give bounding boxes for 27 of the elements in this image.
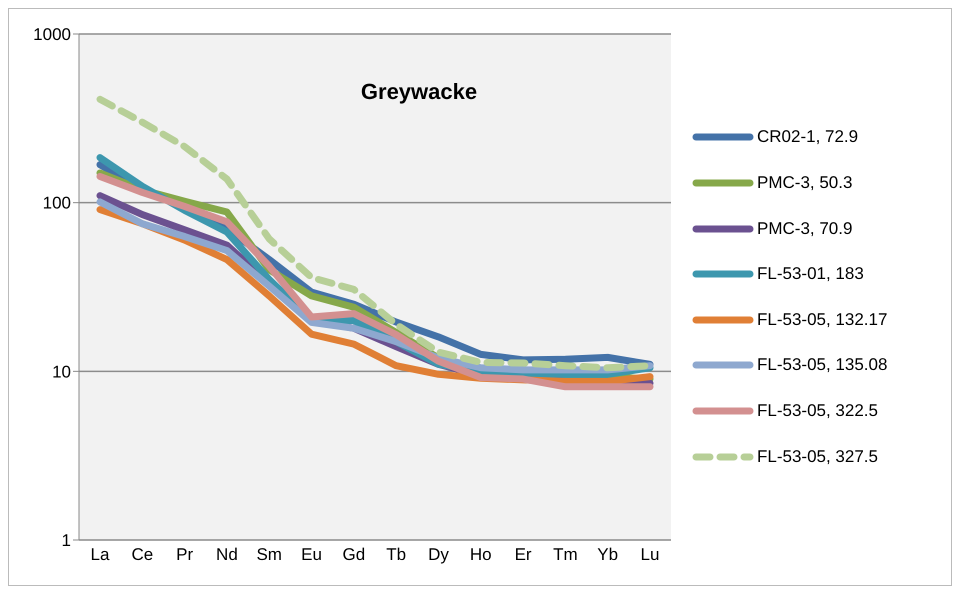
legend-label: FL-53-05, 327.5 xyxy=(757,446,878,467)
x-tick-label: Pr xyxy=(176,545,194,564)
x-tick-label: Lu xyxy=(640,545,660,564)
legend-label: FL-53-01, 183 xyxy=(757,264,864,284)
x-tick-label: Gd xyxy=(342,545,366,564)
legend-label: PMC-3, 70.9 xyxy=(757,218,852,239)
legend-label: PMC-3, 50.3 xyxy=(757,173,852,194)
y-tick-label: 10 xyxy=(52,362,71,382)
x-tick-label: Nd xyxy=(216,545,238,564)
x-tick-label: La xyxy=(90,545,110,564)
legend-label: CR02-1, 72.9 xyxy=(757,127,858,148)
x-tick-label: Eu xyxy=(301,545,322,564)
y-tick-label: 1 xyxy=(62,531,71,550)
legend-label: FL-53-05, 322.5 xyxy=(757,400,878,421)
legend-label: FL-53-05, 132.17 xyxy=(757,310,888,330)
text: Greywacke xyxy=(360,79,478,105)
legend-label: FL-53-05, 135.08 xyxy=(757,355,888,376)
x-tick-label: Dy xyxy=(428,545,450,564)
x-tick-label: Tb xyxy=(386,545,406,564)
x-tick-label: Tm xyxy=(553,545,578,564)
x-tick-label: Ce xyxy=(131,545,154,564)
x-tick-label: Ho xyxy=(470,545,492,564)
x-tick-label: Sm xyxy=(256,545,282,564)
y-tick-label: 100 xyxy=(42,194,71,213)
x-tick-label: Er xyxy=(514,545,532,564)
x-tick-label: Yb xyxy=(597,545,618,564)
y-tick-label: 1000 xyxy=(33,25,71,44)
